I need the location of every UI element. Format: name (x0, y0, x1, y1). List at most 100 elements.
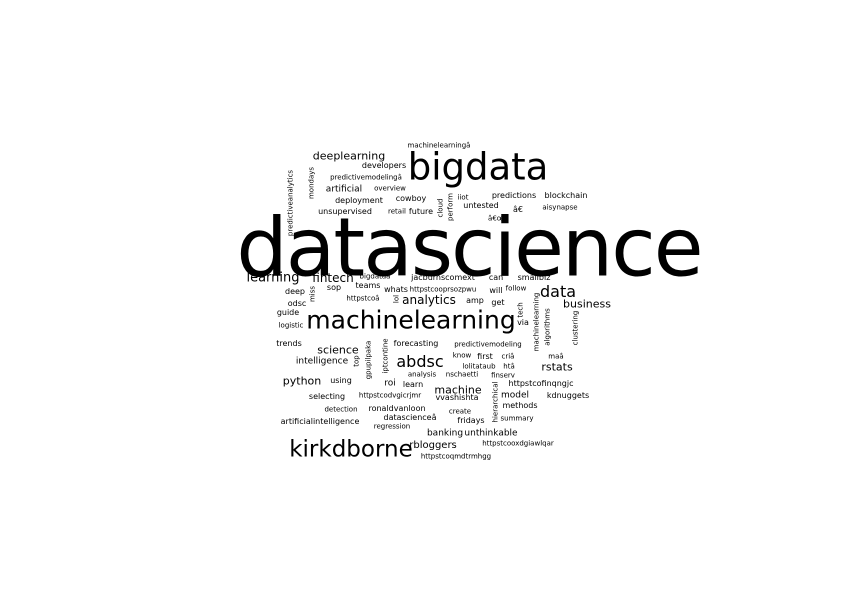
word: fridays (457, 416, 485, 425)
word: forecasting (393, 339, 439, 348)
word: deeplearning (312, 149, 386, 163)
word: predictions (491, 191, 537, 200)
word: sop (326, 283, 342, 292)
word: â€ (513, 205, 523, 214)
word: regression (373, 422, 411, 431)
word: analysis (407, 370, 437, 379)
word: odsc (287, 299, 307, 308)
word: logistic (278, 321, 304, 330)
word: smallbiz (517, 273, 551, 282)
word: banking (426, 428, 464, 439)
word: blockchain (544, 191, 588, 200)
word: analytics (402, 293, 456, 307)
word-vertical: hierarchical (491, 381, 500, 423)
word: htâ (503, 362, 515, 371)
word: machinelearningâ (407, 141, 471, 150)
word: summary (500, 414, 534, 423)
word: whats (384, 285, 408, 294)
word: future (408, 207, 434, 216)
word: will (489, 286, 503, 295)
word: via (517, 318, 529, 327)
word: rstats (541, 360, 573, 374)
word-vertical: top (352, 355, 361, 367)
word: abdsc (396, 352, 444, 371)
word: first (477, 352, 493, 361)
word-vertical: lol (392, 294, 401, 304)
word: kirkdborne (289, 436, 413, 463)
word: trends (276, 339, 302, 348)
word: create (448, 407, 472, 416)
word: httpstcofinqngjc (508, 379, 574, 388)
word: using (330, 376, 352, 385)
word: teams (355, 281, 381, 290)
word-vertical: tech (516, 302, 525, 318)
word-vertical: machinelearning (532, 292, 541, 352)
word: intelligence (295, 356, 349, 367)
word: deep (285, 287, 305, 296)
word: jacburnscomext (411, 273, 475, 282)
word: machine (434, 383, 482, 397)
word: untested (463, 201, 499, 210)
word: overview (374, 184, 406, 193)
word: httpstcoâ (346, 294, 380, 303)
word: guide (276, 308, 300, 317)
word-vertical: algorithms (543, 308, 552, 346)
word: ronaldvanloon (368, 404, 426, 413)
word-vertical: clustering (571, 310, 580, 346)
word: detection (324, 405, 358, 414)
word: httpstcodvgicrjmr (358, 391, 422, 400)
word: deployment (335, 196, 383, 205)
word: learn (402, 380, 424, 389)
word: nschaetti (445, 370, 479, 379)
word: machinelearning (306, 305, 516, 335)
word: roi (384, 378, 396, 389)
word: amp (466, 296, 484, 305)
word: criâ (501, 352, 515, 361)
word: selecting (308, 392, 346, 401)
word: know (452, 351, 472, 360)
word: rbloggers (409, 440, 457, 451)
word: artificial (325, 184, 363, 195)
word: kdnuggets (546, 391, 590, 400)
word-vertical: iptcontine (381, 338, 390, 374)
word: methods (502, 401, 538, 410)
word-vertical: mondays (307, 166, 316, 200)
word: developers (361, 161, 407, 170)
word: bigdataâ (359, 272, 391, 281)
word: finserv (491, 371, 515, 380)
word: science (317, 343, 359, 357)
word-vertical: cloud (436, 198, 445, 218)
word: fintech (312, 271, 354, 285)
word: predictivemodelingâ (330, 173, 402, 182)
word: maâ (548, 352, 564, 361)
word: datascienceâ (383, 413, 437, 422)
word: learning (246, 270, 300, 286)
word: artificialintelligence (280, 417, 360, 426)
word: can (488, 273, 504, 282)
word-vertical: miss (308, 285, 317, 303)
word: iiot (457, 193, 469, 202)
word: datascience (236, 201, 703, 296)
word-vertical: predictiveanalytics (286, 169, 295, 237)
word: unsupervised (318, 207, 372, 216)
word-vertical: perform (446, 193, 455, 221)
word: model (500, 390, 530, 401)
word: python (282, 374, 322, 388)
word: â€œ (488, 214, 504, 223)
word: unthinkable (464, 428, 518, 439)
word: retail (388, 207, 406, 216)
word: cowboy (395, 194, 427, 203)
word: predictivemodeling (454, 340, 522, 349)
word: vvashishta (435, 393, 479, 402)
word: follow (505, 284, 527, 293)
word: data (539, 282, 577, 301)
word: bigdata (407, 145, 549, 189)
word: httpstcoqmdtrmhgg (420, 452, 492, 461)
word: lolitataub (462, 362, 496, 371)
word: business (563, 297, 611, 311)
word: httpstcooprsozpwu (409, 285, 477, 294)
word-vertical: gpupilpaka (364, 340, 373, 380)
word: httpstcooxdgiawlqar (482, 439, 554, 448)
word: aisynapse (542, 203, 578, 212)
